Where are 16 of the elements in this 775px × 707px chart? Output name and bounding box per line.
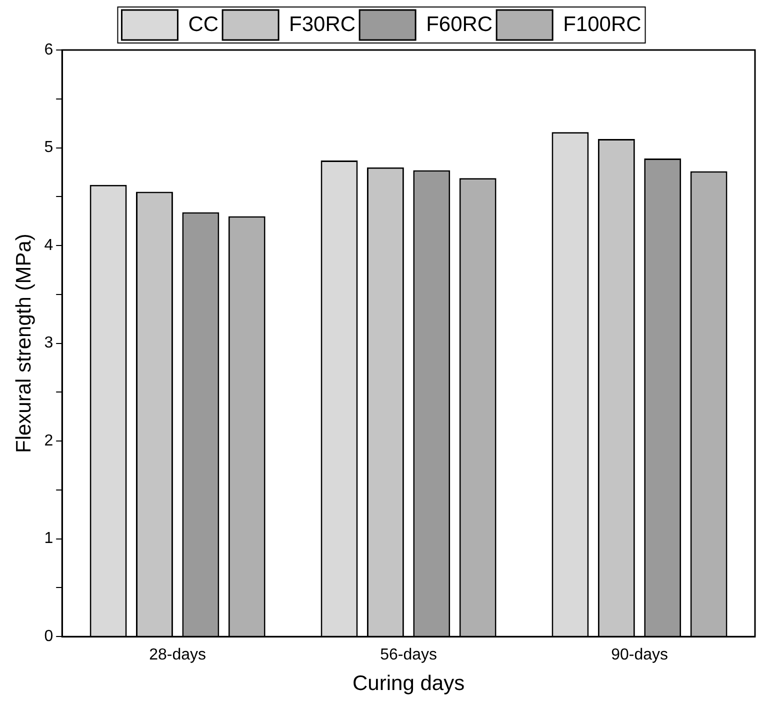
y-tick-label: 4 [44, 236, 54, 254]
x-tick-label: 56-days [380, 646, 438, 664]
x-tick-label: 90-days [611, 646, 668, 664]
y-tick-label: 0 [44, 628, 54, 646]
legend-label: F60RC [426, 12, 493, 36]
y-tick-label: 5 [44, 139, 54, 156]
y-axis-title: Flexural strength (MPa) [12, 234, 36, 454]
legend-label: CC [188, 12, 219, 36]
legend-label: F30RC [289, 12, 356, 36]
x-axis-title: Curing days [352, 672, 465, 696]
y-tick-label: 1 [44, 530, 54, 548]
y-tick-label: 6 [44, 41, 54, 58]
x-tick-label: 28-days [149, 646, 206, 664]
y-tick-label: 3 [44, 334, 54, 352]
y-tick-label: 2 [44, 432, 54, 450]
legend-label: F100RC [563, 12, 642, 36]
